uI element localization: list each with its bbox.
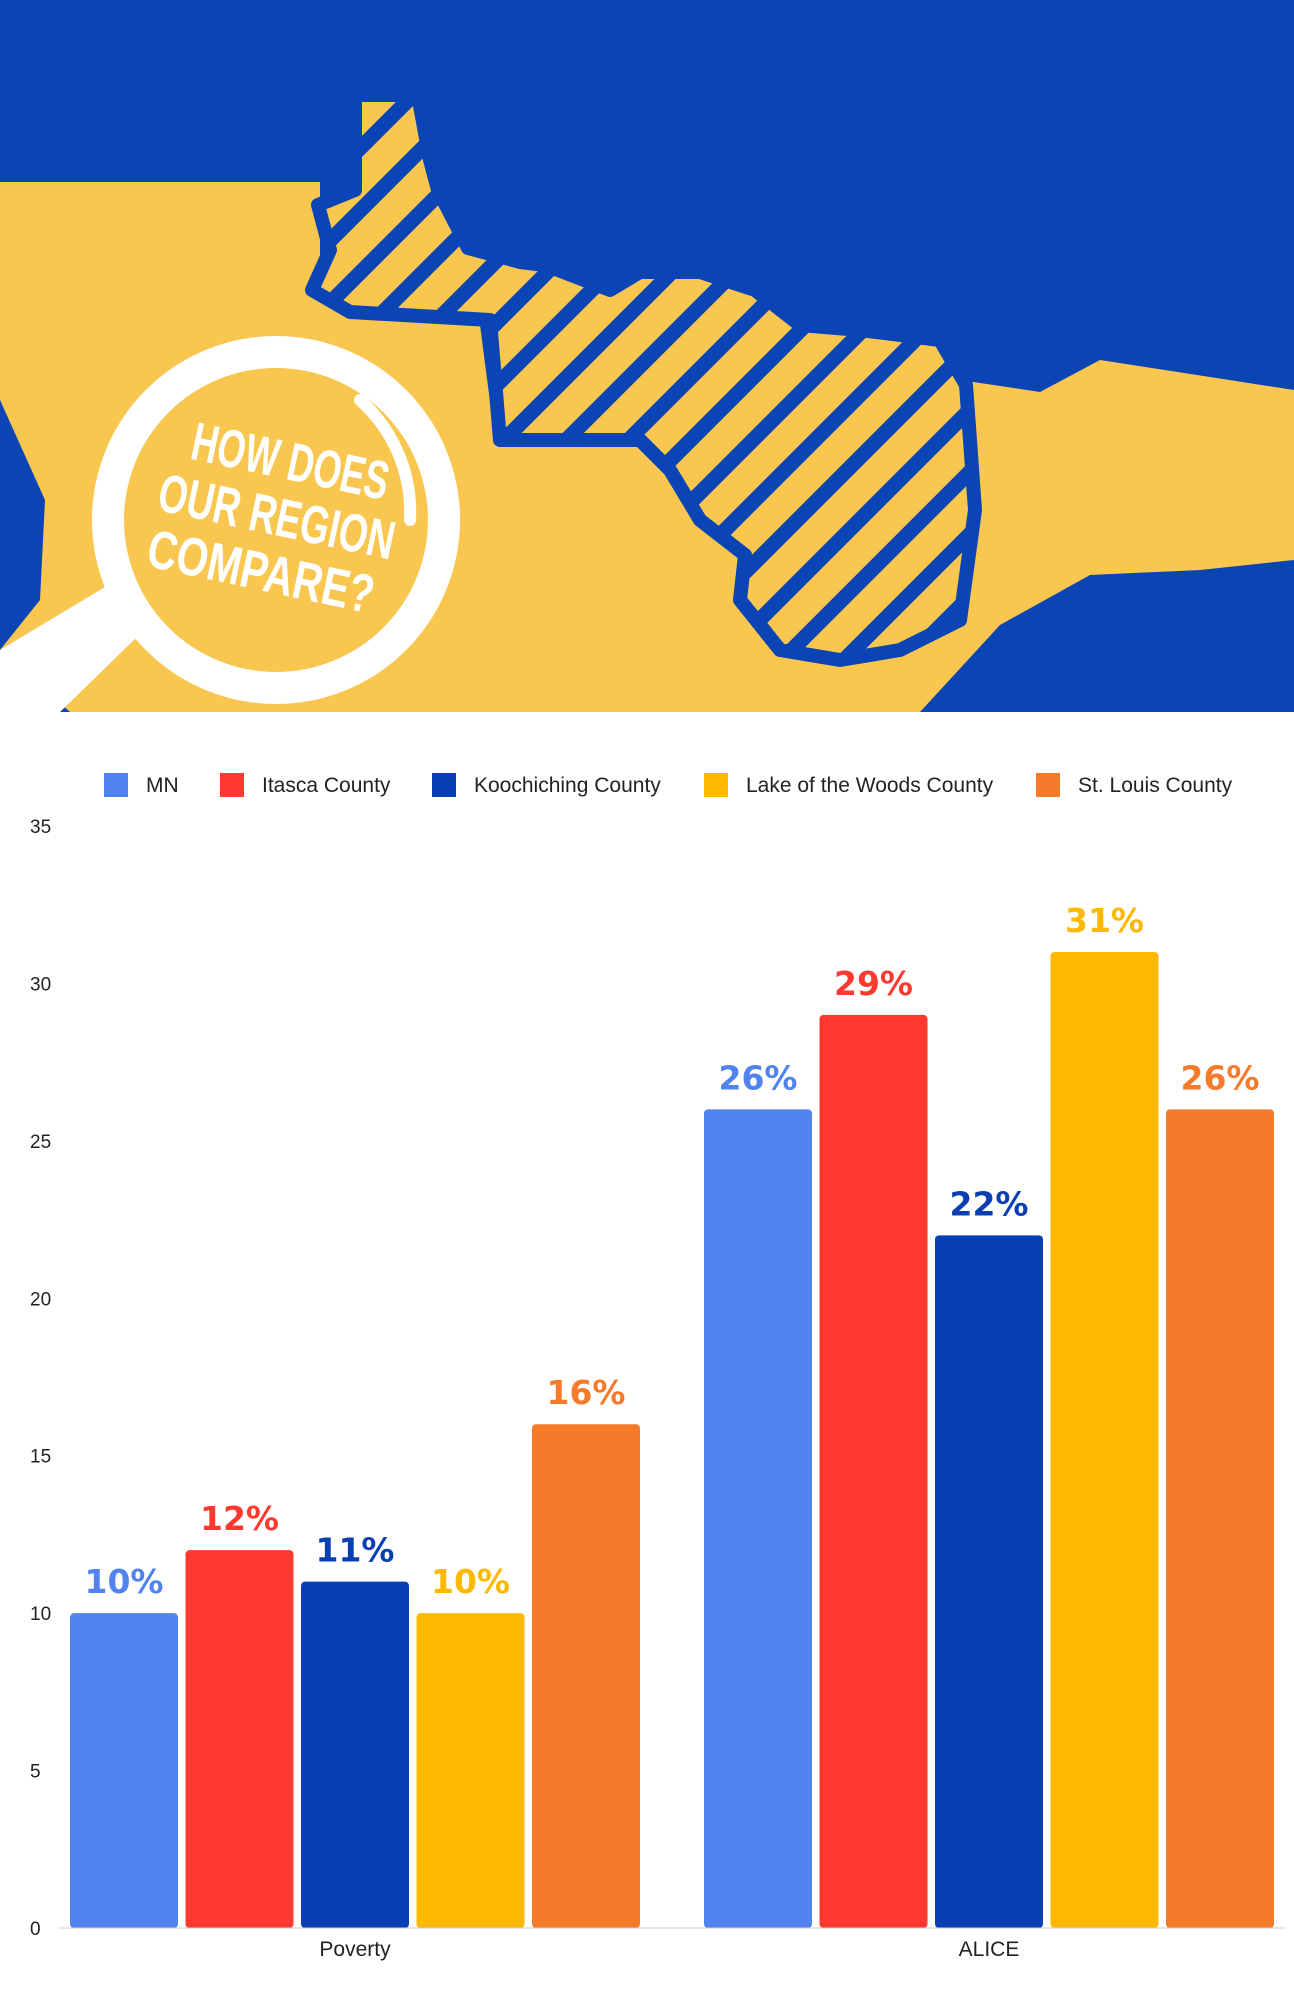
- bar-value-label: 11%: [316, 1531, 395, 1570]
- bar-value-label: 26%: [719, 1058, 798, 1097]
- bar-group-alice: 26% 29% 22% 31% 26% ALICE: [704, 901, 1274, 1961]
- bar-value-label: 31%: [1065, 901, 1144, 940]
- y-tick-label: 30: [30, 974, 51, 995]
- bar-value-label: 10%: [431, 1562, 510, 1601]
- legend-swatch-0: [104, 773, 128, 797]
- bar-value-label: 16%: [547, 1373, 626, 1412]
- region-highlight: [305, 88, 982, 667]
- bar: [1166, 1109, 1274, 1928]
- bar: [532, 1424, 640, 1928]
- legend-swatch-2: [432, 773, 456, 797]
- y-tick-label: 5: [30, 1762, 41, 1783]
- y-tick-label: 35: [30, 817, 51, 838]
- bar-value-label: 10%: [85, 1562, 164, 1601]
- bar: [1050, 951, 1159, 1928]
- bar-chart: MN Itasca County Koochiching County Lake of…: [30, 773, 1286, 1961]
- x-category-label: ALICE: [959, 1938, 1020, 1961]
- legend-swatch-1: [220, 773, 244, 797]
- legend-swatch-4: [1036, 773, 1060, 797]
- bar-value-label: 12%: [200, 1499, 279, 1538]
- magnifying-glass-icon: [0, 336, 460, 712]
- legend: MN Itasca County Koochiching County Lake of…: [104, 773, 1233, 797]
- bar: [70, 1613, 178, 1928]
- legend-label-4: St. Louis County: [1078, 774, 1233, 797]
- region-banner: HOW DOES OUR REGION COMPARE?: [0, 0, 1294, 712]
- bar: [935, 1235, 1043, 1928]
- legend-label-1: Itasca County: [262, 774, 391, 797]
- legend-label-0: MN: [146, 774, 179, 797]
- legend-label-3: Lake of the Woods County: [746, 774, 994, 797]
- y-axis: 0 5 10 15 20 25 30 35: [30, 817, 51, 1940]
- y-tick-label: 0: [30, 1919, 41, 1940]
- bar-group-poverty: 10% 12% 11% 10% 16% Poverty: [70, 1373, 640, 1961]
- bar-value-label: 29%: [834, 964, 913, 1003]
- bar: [704, 1109, 812, 1928]
- y-tick-label: 20: [30, 1289, 51, 1310]
- legend-swatch-3: [704, 773, 728, 797]
- y-tick-label: 15: [30, 1447, 51, 1468]
- bar: [301, 1581, 409, 1928]
- bar: [185, 1550, 294, 1928]
- y-tick-label: 25: [30, 1132, 51, 1153]
- magnifier-glint: [354, 394, 417, 526]
- bar: [416, 1613, 525, 1928]
- magnifier-glass: [124, 368, 428, 672]
- legend-label-2: Koochiching County: [474, 774, 661, 797]
- y-tick-label: 10: [30, 1604, 51, 1625]
- x-category-label: Poverty: [319, 1938, 391, 1961]
- bar: [819, 1014, 928, 1928]
- bar-value-label: 26%: [1181, 1058, 1260, 1097]
- bar-value-label: 22%: [950, 1184, 1029, 1223]
